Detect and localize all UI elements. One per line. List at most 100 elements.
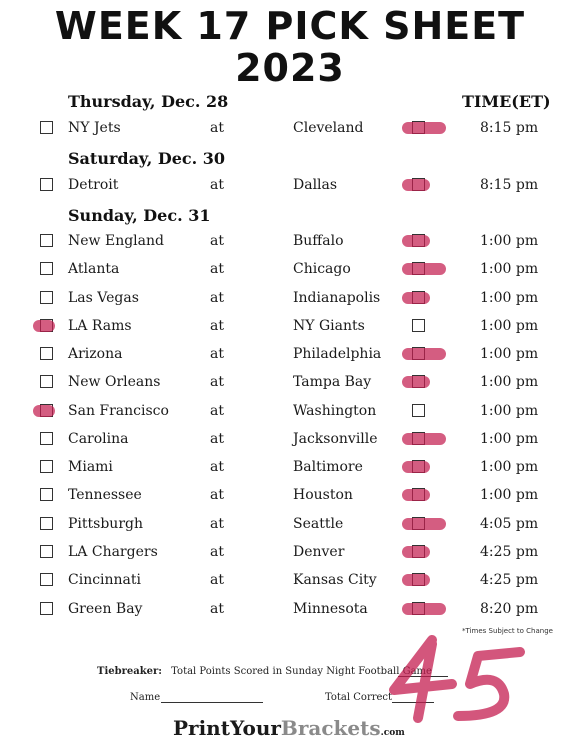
game-time: 1:00 pm [480,318,539,334]
at-label: at [210,431,224,447]
game-row: San Francisco at Washington 1:00 pm [0,401,580,423]
game-row: Pittsburgh at Seattle 4:05 pm [0,514,580,536]
away-team: Green Bay [68,601,143,617]
name-label: Name [130,692,161,703]
at-label: at [210,374,224,390]
pick-highlight-mark [33,320,55,332]
game-time: 1:00 pm [480,431,539,447]
home-pick-checkbox[interactable] [412,404,425,417]
game-time: 8:20 pm [480,601,539,617]
time-column-header: TIME(ET) [462,92,551,111]
at-label: at [210,120,224,136]
game-time: 4:25 pm [480,544,539,560]
home-team: Seattle [293,516,344,532]
game-time: 1:00 pm [480,233,539,249]
game-row: Tennessee at Houston 1:00 pm [0,485,580,507]
game-time: 1:00 pm [480,290,539,306]
home-team: Dallas [293,177,338,193]
away-team: Arizona [68,346,123,362]
pick-highlight-mark [402,603,446,615]
away-pick-checkbox[interactable] [40,460,53,473]
game-time: 1:00 pm [480,374,539,390]
away-pick-checkbox[interactable] [40,375,53,388]
at-label: at [210,572,224,588]
game-row: LA Rams at NY Giants 1:00 pm [0,316,580,338]
home-team: Philadelphia [293,346,382,362]
home-team: Indianapolis [293,290,381,306]
away-team: Tennessee [68,487,142,503]
game-time: 8:15 pm [480,177,539,193]
game-row: Arizona at Philadelphia 1:00 pm [0,344,580,366]
away-pick-checkbox[interactable] [40,121,53,134]
pick-highlight-mark [402,122,446,134]
away-pick-checkbox[interactable] [40,291,53,304]
away-team: Pittsburgh [68,516,143,532]
away-team: NY Jets [68,120,121,136]
home-pick-checkbox[interactable] [412,319,425,332]
game-time: 4:05 pm [480,516,539,532]
game-row: NY Jets at Cleveland 8:15 pm [0,118,580,140]
away-pick-checkbox[interactable] [40,602,53,615]
tiebreaker-line [398,676,448,677]
pick-highlight-mark [402,235,430,247]
game-time: 1:00 pm [480,261,539,277]
at-label: at [210,487,224,503]
game-row: New England at Buffalo 1:00 pm [0,231,580,253]
print-your-brackets-logo: PrintYourBrackets.com [173,716,405,740]
home-team: Minnesota [293,601,368,617]
home-team: Houston [293,487,353,503]
away-pick-checkbox[interactable] [40,545,53,558]
pick-highlight-mark [402,263,446,275]
game-row: Las Vegas at Indianapolis 1:00 pm [0,288,580,310]
tiebreaker-label: Tiebreaker: [97,666,162,677]
at-label: at [210,601,224,617]
at-label: at [210,516,224,532]
home-team: Buffalo [293,233,344,249]
at-label: at [210,459,224,475]
away-pick-checkbox[interactable] [40,488,53,501]
pick-highlight-mark [402,461,430,473]
sheet-title: WEEK 17 PICK SHEET [54,4,526,48]
away-pick-checkbox[interactable] [40,432,53,445]
pick-highlight-mark [402,546,430,558]
home-team: Washington [293,403,377,419]
pick-highlight-mark [402,433,446,445]
at-label: at [210,544,224,560]
pick-highlight-mark [402,518,446,530]
away-team: Miami [68,459,113,475]
home-team: Baltimore [293,459,363,475]
game-row: Atlanta at Chicago 1:00 pm [0,259,580,281]
away-team: Cincinnati [68,572,142,588]
game-time: 1:00 pm [480,403,539,419]
away-team: Detroit [68,177,119,193]
game-row: Detroit at Dallas 8:15 pm [0,175,580,197]
home-team: Jacksonville [293,431,378,447]
at-label: at [210,290,224,306]
name-line[interactable] [161,702,263,703]
away-pick-checkbox[interactable] [40,262,53,275]
away-pick-checkbox[interactable] [40,573,53,586]
at-label: at [210,346,224,362]
at-label: at [210,403,224,419]
tiebreaker-text: Total Points Scored in Sunday Night Foot… [171,666,432,677]
pick-highlight-mark [402,574,430,586]
away-pick-checkbox[interactable] [40,234,53,247]
home-team: Cleveland [293,120,364,136]
at-label: at [210,233,224,249]
game-time: 4:25 pm [480,572,539,588]
away-team: LA Chargers [68,544,158,560]
away-team: New England [68,233,164,249]
at-label: at [210,261,224,277]
pick-highlight-mark [402,292,430,304]
sheet-year: 2023 [235,46,345,90]
game-time: 1:00 pm [480,346,539,362]
day-header-sunday: Sunday, Dec. 31 [68,206,211,225]
at-label: at [210,318,224,334]
game-row: LA Chargers at Denver 4:25 pm [0,542,580,564]
game-row: Miami at Baltimore 1:00 pm [0,457,580,479]
away-pick-checkbox[interactable] [40,178,53,191]
at-label: at [210,177,224,193]
total-correct-line[interactable] [392,702,434,703]
away-pick-checkbox[interactable] [40,347,53,360]
away-pick-checkbox[interactable] [40,517,53,530]
